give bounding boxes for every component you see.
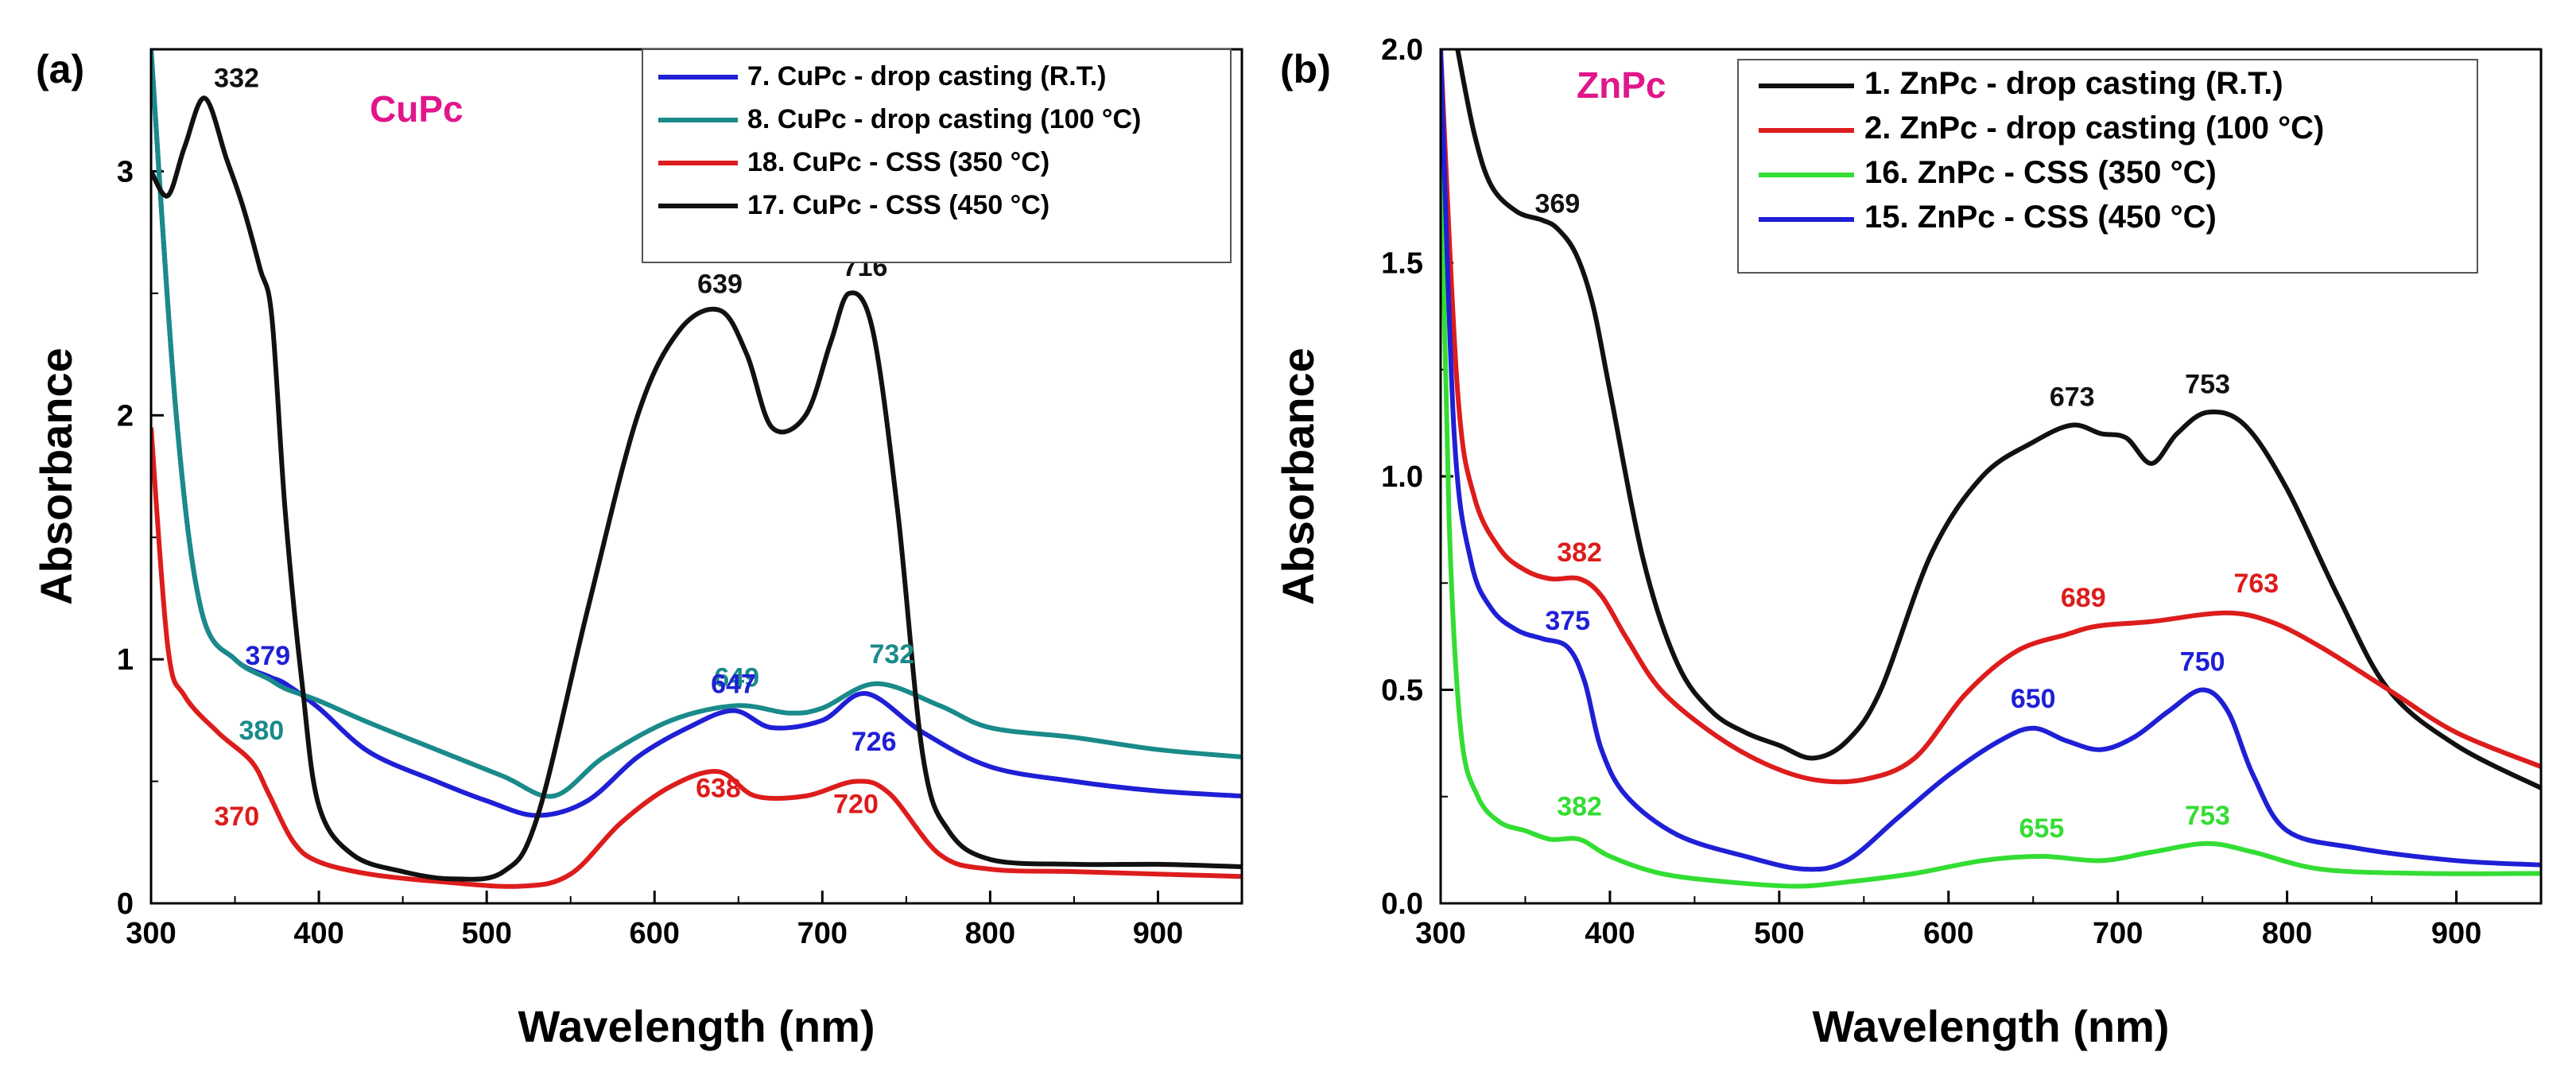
- chart-title: ZnPc: [1577, 64, 1666, 106]
- data-label: 726: [852, 727, 897, 757]
- data-label: 655: [2019, 813, 2065, 844]
- data-label: 379: [245, 641, 290, 671]
- series-line: [151, 49, 1242, 799]
- x-tick-label: 300: [1415, 917, 1465, 950]
- legend-entry: 17. CuPc - CSS (450 °C): [747, 190, 1049, 220]
- x-tick-label: 500: [1754, 917, 1804, 950]
- x-tick-label: 500: [461, 917, 511, 950]
- legend-entry: 8. CuPc - drop casting (100 °C): [747, 104, 1141, 134]
- legend: 1. ZnPc - drop casting (R.T.) 2. ZnPc - d…: [1737, 59, 2478, 274]
- panel-label: (b): [1280, 47, 1331, 91]
- x-tick-label: 600: [630, 917, 680, 950]
- x-tick-label: 900: [2431, 917, 2481, 950]
- y-axis-label: Absorbance: [1273, 347, 1323, 605]
- data-label: 753: [2185, 801, 2230, 831]
- panel-a-cupc: (a) CuPc 300 400 500 600 700 800 900 0 1 2 3 332 63…: [31, 47, 1243, 1051]
- data-label: 375: [1545, 606, 1590, 636]
- x-tick-label: 300: [126, 917, 176, 950]
- data-label: 689: [2061, 583, 2106, 613]
- x-tick-label: 400: [293, 917, 343, 950]
- x-tick-label: 700: [797, 917, 848, 950]
- panel-b-znpc: (b) ZnPc 300 400 500 600 700 800 900 0.0 0.5 1.0 1…: [1273, 33, 2543, 1051]
- legend-box: [642, 49, 1232, 263]
- x-axis-label: Wavelength (nm): [518, 1001, 875, 1051]
- y-tick-label: 3: [117, 155, 134, 188]
- series-layer: [151, 49, 1242, 889]
- data-label: 638: [696, 773, 741, 803]
- data-label: 720: [833, 790, 879, 820]
- x-tick-label: 900: [1133, 917, 1183, 950]
- legend-entry: 7. CuPc - drop casting (R.T.): [747, 61, 1106, 91]
- data-label: 639: [697, 269, 743, 299]
- y-tick-label: 0: [117, 887, 134, 921]
- data-label: 732: [869, 639, 914, 670]
- data-label: 753: [2185, 369, 2230, 399]
- legend-entry: 2. ZnPc - drop casting (100 °C): [1864, 111, 2324, 146]
- y-tick-label: 0.5: [1381, 674, 1423, 708]
- y-tick-label: 2: [117, 399, 134, 433]
- data-label: 369: [1535, 189, 1581, 219]
- y-tick-label: 0.0: [1381, 887, 1423, 921]
- data-label: 382: [1557, 538, 1602, 568]
- series-line: [151, 427, 1242, 889]
- data-label: 763: [2233, 569, 2279, 599]
- legend-entry: 18. CuPc - CSS (350 °C): [747, 147, 1049, 177]
- series-line: [151, 95, 1242, 882]
- data-label: 647: [711, 670, 756, 700]
- x-tick-label: 800: [965, 917, 1015, 950]
- chart-title: CuPc: [370, 88, 464, 130]
- legend: 7. CuPc - drop casting (R.T.) 8. CuPc - d…: [642, 49, 1232, 263]
- data-label: 380: [239, 716, 284, 746]
- data-label: 382: [1557, 791, 1602, 821]
- series-line: [1441, 113, 2541, 889]
- data-label: 673: [2050, 382, 2095, 413]
- y-axis-label: Absorbance: [31, 347, 81, 605]
- x-tick-label: 400: [1585, 917, 1635, 950]
- panel-label: (a): [36, 47, 84, 91]
- series-layer: [1441, 49, 2541, 889]
- legend-entry: 15. ZnPc - CSS (450 °C): [1864, 200, 2217, 235]
- y-tick-label: 1.5: [1381, 247, 1423, 281]
- x-tick-label: 800: [2262, 917, 2312, 950]
- series-line: [1441, 49, 2541, 872]
- legend-box: [1737, 59, 2478, 274]
- axis-ticks: 300 400 500 600 700 800 900 0 1 2 3: [117, 155, 1183, 950]
- data-label: 370: [214, 802, 259, 832]
- data-label: 332: [214, 63, 259, 93]
- series-line: [1455, 49, 2541, 790]
- x-tick-label: 600: [1923, 917, 1973, 950]
- legend-entry: 1. ZnPc - drop casting (R.T.): [1864, 66, 2283, 101]
- x-tick-label: 700: [2093, 917, 2143, 950]
- y-tick-label: 2.0: [1381, 33, 1423, 67]
- x-axis-label: Wavelength (nm): [1812, 1001, 2169, 1051]
- series-line: [1441, 49, 2541, 785]
- y-tick-label: 1: [117, 643, 134, 677]
- annotation-layer: 369 673 753 382 689 763 375 650 750 382 655 753: [1535, 189, 2279, 844]
- data-label: 649: [714, 662, 759, 693]
- data-label: 650: [2011, 684, 2056, 714]
- data-label: 750: [2180, 647, 2225, 678]
- y-tick-label: 1.0: [1381, 460, 1423, 494]
- plot-frame: [1439, 48, 2543, 905]
- legend-entry: 16. ZnPc - CSS (350 °C): [1864, 155, 2217, 190]
